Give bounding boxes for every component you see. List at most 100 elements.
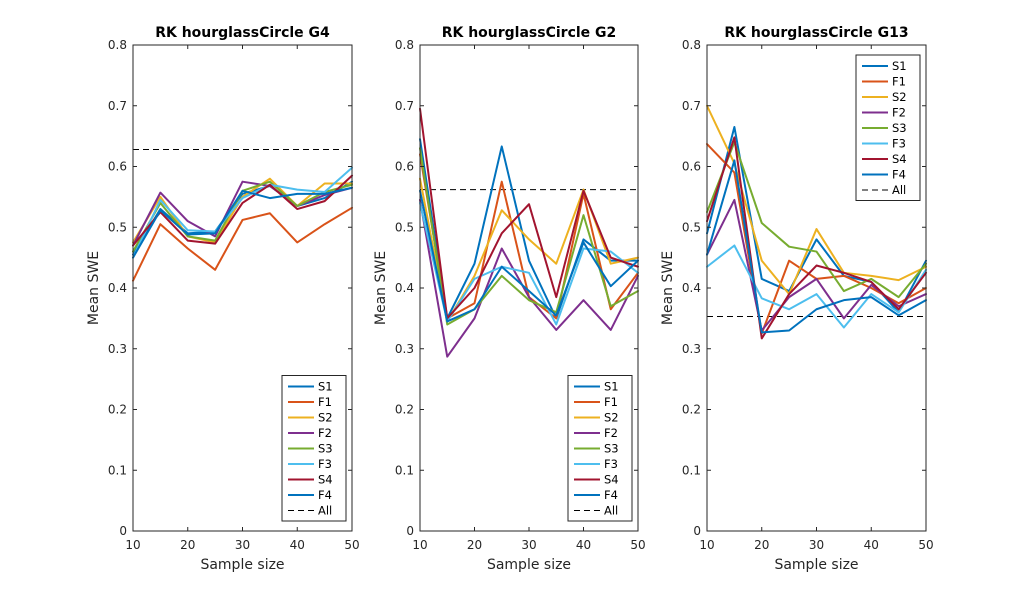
y-tick-label: 0.8	[682, 38, 701, 52]
chart-title: RK hourglassCircle G2	[442, 25, 617, 41]
x-tick-label: 40	[290, 538, 305, 552]
series-line-s2	[706, 104, 927, 296]
legend-label-f4: F4	[318, 488, 332, 502]
y-tick-label: 0.7	[108, 99, 127, 113]
y-tick-label: 0.2	[682, 403, 701, 417]
series-line-f4	[706, 159, 927, 334]
y-tick-label: 0	[693, 524, 701, 538]
series-line-s3	[419, 147, 639, 326]
series-line-f1	[132, 206, 353, 282]
x-tick-label: 10	[699, 538, 714, 552]
x-tick-label: 50	[344, 538, 359, 552]
series-line-s4	[132, 174, 353, 247]
y-axis-label: Mean SWE	[86, 251, 102, 325]
y-tick-label: 0.7	[682, 99, 701, 113]
y-tick-label: 0.5	[108, 220, 127, 234]
legend-label-f1: F1	[892, 75, 906, 89]
legend-label-f1: F1	[604, 395, 618, 409]
x-tick-label: 40	[864, 538, 879, 552]
legend-label-s1: S1	[318, 380, 333, 394]
legend-label-f4: F4	[604, 488, 618, 502]
y-tick-label: 0.7	[395, 99, 414, 113]
y-tick-label: 0	[119, 524, 127, 538]
y-tick-label: 0.8	[108, 38, 127, 52]
x-tick-label: 30	[521, 538, 536, 552]
x-tick-label: 10	[412, 538, 427, 552]
y-tick-label: 0.1	[108, 463, 127, 477]
legend-label-s3: S3	[892, 121, 907, 135]
chart-title: RK hourglassCircle G4	[155, 25, 330, 41]
y-axis-label: Mean SWE	[373, 251, 389, 325]
series-line-s4	[419, 107, 639, 320]
x-tick-label: 30	[235, 538, 250, 552]
y-tick-label: 0.4	[395, 281, 414, 295]
y-tick-label: 0.5	[682, 220, 701, 234]
series-line-f3	[132, 166, 353, 259]
series-line-f4	[419, 189, 639, 323]
legend-label-s2: S2	[604, 411, 619, 425]
y-tick-label: 0.6	[682, 160, 701, 174]
legend-label-s4: S4	[318, 473, 333, 487]
legend-label-s1: S1	[892, 59, 907, 73]
legend-label-s4: S4	[892, 152, 907, 166]
series-line-f2	[132, 180, 353, 247]
x-tick-label: 20	[180, 538, 195, 552]
x-tick-label: 50	[630, 538, 645, 552]
legend-label-s3: S3	[318, 442, 333, 456]
legend-label-all: All	[318, 504, 332, 518]
y-tick-label: 0.1	[682, 463, 701, 477]
y-tick-label: 0.2	[108, 403, 127, 417]
series-line-f3	[706, 244, 927, 329]
y-tick-label: 0.2	[395, 403, 414, 417]
y-tick-label: 0.3	[682, 342, 701, 356]
y-tick-label: 0.8	[395, 38, 414, 52]
legend-label-f3: F3	[604, 457, 618, 471]
y-axis-label: Mean SWE	[660, 251, 676, 325]
legend-label-all: All	[892, 183, 906, 197]
x-tick-label: 50	[918, 538, 933, 552]
y-tick-label: 0.4	[682, 281, 701, 295]
legend-label-f3: F3	[892, 137, 906, 151]
x-axis-label: Sample size	[774, 557, 858, 573]
x-axis-label: Sample size	[200, 557, 284, 573]
legend-label-f1: F1	[318, 395, 332, 409]
series-line-f2	[419, 198, 639, 358]
legend-label-f4: F4	[892, 168, 906, 182]
y-tick-label: 0	[406, 524, 414, 538]
x-tick-label: 20	[754, 538, 769, 552]
legend-label-s2: S2	[318, 411, 333, 425]
chart-title: RK hourglassCircle G13	[724, 25, 908, 41]
legend-label-s2: S2	[892, 90, 907, 104]
y-tick-label: 0.5	[395, 220, 414, 234]
legend-label-all: All	[604, 504, 618, 518]
x-tick-label: 40	[576, 538, 591, 552]
legend-label-f3: F3	[318, 457, 332, 471]
legend-label-f2: F2	[892, 106, 906, 120]
x-axis-label: Sample size	[487, 557, 571, 573]
legend-label-s4: S4	[604, 473, 619, 487]
series-line-f4	[132, 186, 353, 259]
y-tick-label: 0.3	[395, 342, 414, 356]
x-tick-label: 10	[125, 538, 140, 552]
legend-label-f2: F2	[604, 426, 618, 440]
chart-3: 10 20 30 40 50 0 0.1 0.2 0.3 0.4 0.5 0.6 0.7 0.8 RK ho…	[660, 25, 934, 573]
series-line-s3	[706, 141, 927, 299]
x-tick-label: 30	[809, 538, 824, 552]
y-tick-label: 0.3	[108, 342, 127, 356]
series-line-s1	[706, 126, 927, 314]
legend-label-f2: F2	[318, 426, 332, 440]
y-tick-label: 0.4	[108, 281, 127, 295]
chart-1: 10 20 30 40 50 0 0.1 0.2 0.3 0.4 0.5 0.6 0.7 0.8 RK ho…	[86, 25, 360, 573]
y-tick-label: 0.1	[395, 463, 414, 477]
chart-2: 10 20 30 40 50 0 0.1 0.2 0.3 0.4 0.5 0.6 0.7 0.8 RK ho…	[373, 25, 646, 573]
y-tick-label: 0.6	[395, 160, 414, 174]
legend-label-s3: S3	[604, 442, 619, 456]
y-tick-label: 0.6	[108, 160, 127, 174]
x-tick-label: 20	[467, 538, 482, 552]
series-line-s4	[706, 136, 927, 340]
legend-label-s1: S1	[604, 380, 619, 394]
